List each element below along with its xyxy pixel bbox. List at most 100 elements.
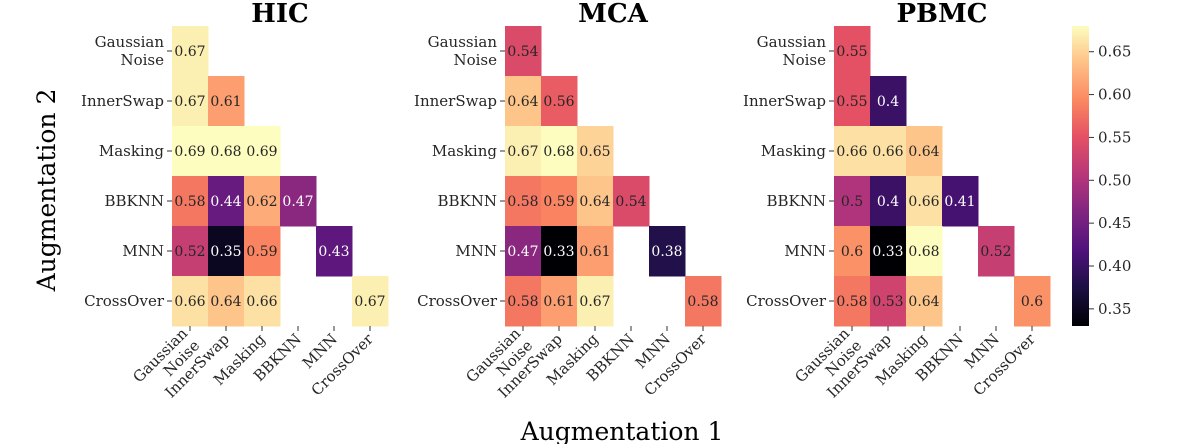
cell-value-label: 0.6 [1021, 294, 1043, 310]
y-tick-label: Masking [99, 142, 165, 160]
heatmap-panel-mca: MCA 0.54 0.64 0.56 0.67 0.68 0.65 0.58 0.59 0.64 0… [414, 0, 722, 401]
cell-value-label: 0.58 [507, 194, 538, 210]
cell-value-label: 0.69 [246, 144, 277, 160]
cell-value-label: 0.52 [980, 244, 1011, 260]
y-tick-label: Masking [432, 142, 498, 160]
heatmap-cell [208, 126, 245, 177]
heatmap-cell [834, 126, 871, 177]
heatmap-cell [541, 276, 578, 327]
heatmap-cell [352, 276, 389, 327]
y-tick-label: Gaussian Noise [428, 33, 498, 69]
cell-value-label: 0.66 [174, 294, 205, 310]
cell-value-label: 0.67 [507, 144, 538, 160]
cell-value-label: 0.68 [908, 244, 939, 260]
cell-value-label: 0.61 [210, 94, 241, 110]
heatmap-cell [541, 76, 578, 127]
heatmap-cell [834, 26, 871, 77]
panel-title: PBMC [897, 0, 988, 29]
colorbar: 0.35 0.40 0.45 0.50 0.55 0.60 0.65 [1072, 26, 1131, 326]
cell-value-label: 0.62 [246, 194, 277, 210]
cell-value-label: 0.6 [841, 244, 863, 260]
cell-value-label: 0.65 [579, 144, 610, 160]
heatmap-cell [870, 226, 907, 277]
y-tick-label: Masking [761, 142, 827, 160]
cell-value-label: 0.58 [836, 294, 867, 310]
cell-value-label: 0.56 [543, 94, 574, 110]
heatmap-cell [870, 176, 907, 227]
heatmap-cell [834, 176, 871, 227]
cell-value-label: 0.67 [174, 44, 205, 60]
y-tick-label: Gaussian Noise [757, 33, 827, 69]
cell-value-label: 0.66 [872, 144, 903, 160]
cell-value-label: 0.44 [210, 194, 241, 210]
heatmap-cell [316, 226, 353, 277]
y-tick-label: CrossOver [417, 292, 498, 310]
heatmap-cell [172, 226, 209, 277]
y-tick-label: CrossOver [746, 292, 827, 310]
heatmap-panel-pbmc: PBMC 0.55 0.55 0.4 0.66 0.66 0.64 0.5 0.4 0.66 0.4… [743, 0, 1051, 401]
heatmap-cell [1014, 276, 1051, 327]
heatmap-cell [942, 176, 979, 227]
cell-value-label: 0.4 [877, 194, 899, 210]
heatmap-cell [906, 126, 943, 177]
heatmap-cell [208, 176, 245, 227]
heatmap-cell [208, 226, 245, 277]
colorbar-tick-label: 0.55 [1098, 128, 1131, 146]
y-tick-label: BBKNN [766, 192, 826, 210]
heatmap-cell [244, 126, 281, 177]
panel-title: MCA [578, 0, 648, 29]
heatmap-cell [505, 276, 542, 327]
cell-value-label: 0.47 [282, 194, 313, 210]
heatmap-cell [906, 176, 943, 227]
cell-value-label: 0.52 [174, 244, 205, 260]
heatmap-cell [577, 126, 614, 177]
heatmap-cell [906, 276, 943, 327]
y-tick-label: Gaussian Noise [95, 33, 165, 69]
cell-value-label: 0.59 [246, 244, 277, 260]
colorbar-gradient [1072, 26, 1089, 326]
heatmap-cell [541, 226, 578, 277]
cell-value-label: 0.66 [246, 294, 277, 310]
y-tick-label: InnerSwap [743, 92, 826, 110]
heatmap-cell [577, 276, 614, 327]
heatmap-panel-hic: HIC 0.67 0.67 0.61 0.69 0.68 0.69 0.58 0.44 0.62 0… [81, 0, 389, 401]
cell-value-label: 0.66 [908, 194, 939, 210]
cell-value-label: 0.53 [872, 294, 903, 310]
heatmap-cell [577, 176, 614, 227]
cell-value-label: 0.38 [651, 244, 682, 260]
heatmap-cell [280, 176, 317, 227]
y-tick-label: InnerSwap [414, 92, 497, 110]
heatmap-cell [577, 226, 614, 277]
colorbar-tick-label: 0.45 [1098, 214, 1131, 232]
cell-value-label: 0.35 [210, 244, 241, 260]
cell-value-label: 0.54 [507, 44, 538, 60]
y-tick-label: InnerSwap [81, 92, 164, 110]
cell-value-label: 0.58 [174, 194, 205, 210]
heatmap-cell [244, 176, 281, 227]
heatmap-cell [505, 26, 542, 77]
heatmap-cell [505, 126, 542, 177]
cell-value-label: 0.59 [543, 194, 574, 210]
heatmap-cell [834, 76, 871, 127]
y-tick-label: CrossOver [84, 292, 165, 310]
cell-value-label: 0.58 [507, 294, 538, 310]
heatmap-cell [834, 276, 871, 327]
heatmap-cell [685, 276, 722, 327]
cell-value-label: 0.33 [543, 244, 574, 260]
heatmap-cell [541, 126, 578, 177]
colorbar-tick-label: 0.60 [1098, 86, 1131, 104]
colorbar-tick-label: 0.40 [1098, 257, 1131, 275]
cell-value-label: 0.69 [174, 144, 205, 160]
cell-value-label: 0.67 [174, 94, 205, 110]
cell-value-label: 0.4 [877, 94, 899, 110]
y-tick-label: MNN [784, 242, 826, 260]
heatmap-cell [505, 176, 542, 227]
heatmap-cell [208, 76, 245, 127]
y-tick-label: MNN [455, 242, 497, 260]
cell-value-label: 0.67 [354, 294, 385, 310]
heatmap-cell [541, 176, 578, 227]
cell-value-label: 0.54 [615, 194, 646, 210]
cell-value-label: 0.55 [836, 44, 867, 60]
cell-value-label: 0.61 [543, 294, 574, 310]
